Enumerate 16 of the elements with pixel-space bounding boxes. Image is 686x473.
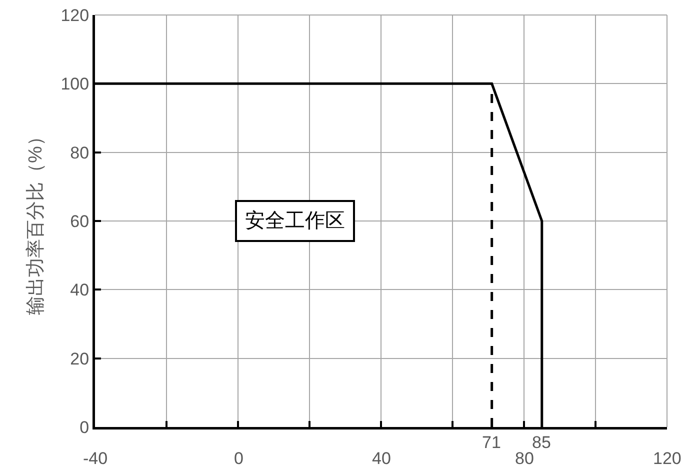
y-axis-title: 输出功率百分比（%） [24,127,46,315]
annotation: 安全工作区 [245,210,345,232]
annotation: 85 [532,433,551,452]
x-tick-label: 0 [234,449,244,468]
x-tick-label: -40 [83,449,108,468]
x-tick-label: 40 [372,449,391,468]
annotation: 71 [482,433,501,452]
y-tick-label: 20 [70,349,90,368]
y-tick-label: 100 [60,74,90,94]
y-tick-label: 80 [70,143,90,162]
x-tick-label: 120 [653,449,682,468]
y-tick-label: 0 [80,418,90,437]
x-tick-label: 80 [515,449,534,468]
y-tick-label: 120 [60,6,90,25]
y-tick-label: 60 [70,212,90,231]
y-tick-label: 40 [70,280,90,300]
